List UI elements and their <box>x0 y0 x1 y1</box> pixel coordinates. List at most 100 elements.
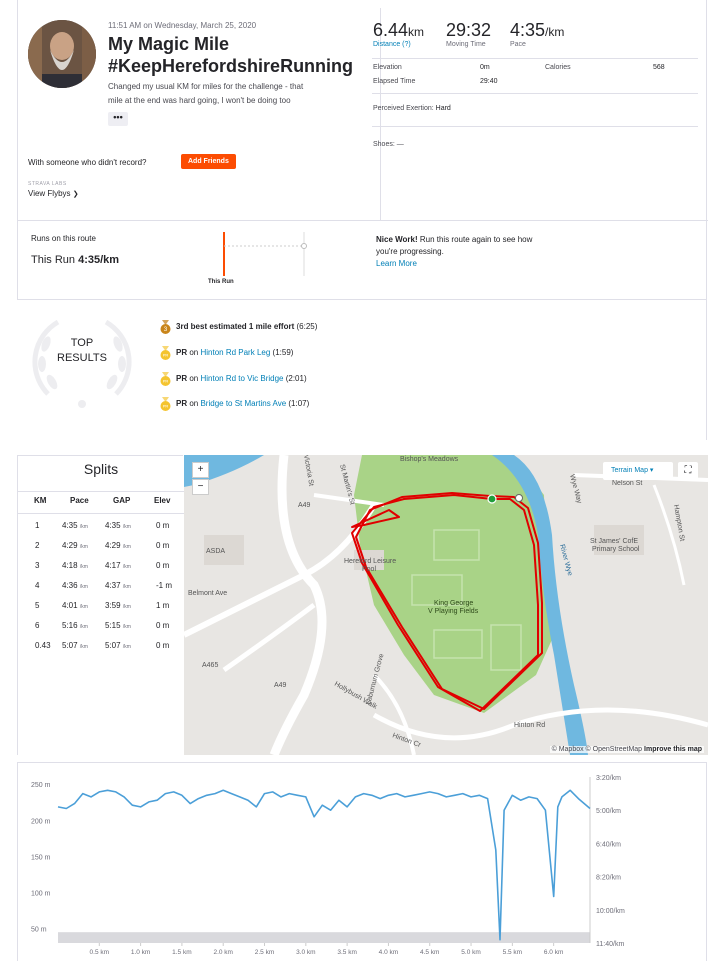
medal-text: PR <box>163 404 169 409</box>
top-results-heading: TOP RESULTS <box>55 336 109 366</box>
this-run-pace: 4:35/km <box>78 254 120 266</box>
caret-down-icon: ▾ <box>649 467 654 474</box>
elevation-area <box>58 932 590 943</box>
chart-label: This Run <box>208 279 234 285</box>
segment-link[interactable]: Hinton Rd to Vic Bridge <box>200 374 284 384</box>
pace-value: 4:01 <box>62 601 78 610</box>
split-row[interactable]: 5 4:01 /km 3:59 /km 1 m <box>18 596 184 616</box>
x-axis-tick-label: 5.5 km <box>503 949 523 956</box>
achievement-time: (6:25) <box>296 322 318 332</box>
pace-label: Pace <box>510 41 526 48</box>
pace-value: 5:07 <box>62 641 78 650</box>
nice-work-text: Run this route again to see how you're p… <box>376 235 533 256</box>
pr-medal-icon: PR <box>160 372 171 386</box>
shoes-value: — <box>396 141 404 148</box>
pr-prefix: PR <box>176 399 188 409</box>
finish-marker <box>515 494 523 502</box>
zoom-out-button[interactable]: − <box>192 479 209 495</box>
y2-axis-tick-label: 5:00/km <box>596 808 621 815</box>
splits-table: Splits KM Pace GAP Elev 1 4:35 /km 4:35 /k… <box>17 455 184 755</box>
heading-line: TOP <box>70 337 94 349</box>
y2-axis-tick-label: 10:00/km <box>596 908 625 915</box>
attribution-text[interactable]: © Mapbox © OpenStreetMap <box>551 746 643 753</box>
pace-unit: /km <box>122 564 131 570</box>
runs-on-route-label: Runs on this route <box>31 234 96 243</box>
chart-canvas[interactable]: 250 m 200 m 150 m 100 m 50 m 3:20/km 5:00/km 6:… <box>18 763 706 962</box>
splits-title: Splits <box>83 461 119 477</box>
column-header: GAP <box>113 496 131 505</box>
nice-work-bold: Nice Work! <box>376 235 418 244</box>
start-marker <box>487 494 497 504</box>
perceived-exertion: Perceived Exertion: Hard <box>373 105 451 112</box>
map-style-label: Terrain Map <box>611 467 648 474</box>
split-km: 2 <box>35 541 40 550</box>
route-comparison-chart[interactable]: This Run <box>208 232 328 290</box>
column-header: Elev <box>154 496 171 505</box>
activity-datetime: 11:51 AM on Wednesday, March 25, 2020 <box>108 21 257 30</box>
shoes-label: Shoes: <box>373 141 395 148</box>
segment-link[interactable]: Hinton Rd Park Leg <box>200 348 271 358</box>
map-canvas[interactable]: Bishop's Meadows Nelson St Hampton St St… <box>184 455 708 755</box>
pace-unit: /km <box>122 624 131 630</box>
pace-unit: /km <box>79 584 88 590</box>
zoom-in-button[interactable]: + <box>192 462 209 478</box>
pace-stat: 4:35/km Pace <box>510 20 564 48</box>
gap-value: 4:29 <box>105 541 121 550</box>
x-axis-tick-label: 4.5 km <box>420 949 440 956</box>
pace-unit: /km <box>122 644 131 650</box>
route-map[interactable]: Bishop's Meadows Nelson St Hampton St St… <box>184 455 708 755</box>
segment-link[interactable]: Bridge to St Martins Ave <box>200 399 287 409</box>
pace-value: 4:29 <box>62 541 78 550</box>
distance-label[interactable]: Distance (?) <box>373 41 411 48</box>
shoes: Shoes: — <box>373 141 404 148</box>
elevation-label: Elevation <box>373 64 402 71</box>
map-style-dropdown[interactable]: Terrain Map ▾ <box>603 462 673 480</box>
x-axis-tick-label: 3.0 km <box>296 949 316 956</box>
distance-value: 6.44 <box>373 20 409 40</box>
moving-time-stat: 29:32 Moving Time <box>446 20 491 48</box>
pace-value: 4:35 <box>510 20 546 40</box>
x-axis-tick-label: 1.0 km <box>131 949 151 956</box>
map-label: A49 <box>298 502 311 509</box>
gap-value: 5:15 <box>105 621 121 630</box>
split-row[interactable]: 6 5:16 /km 5:15 /km 0 m <box>18 616 184 636</box>
calories-label: Calories <box>545 64 571 71</box>
strava-labs-label: STRAVA LABS <box>28 181 67 187</box>
pace-unit: /km <box>122 584 131 590</box>
chevron-right-icon: ❯ <box>72 191 79 198</box>
medal-text: PR <box>163 353 169 358</box>
view-flybys-link[interactable]: View Flybys ❯ <box>28 189 79 198</box>
learn-more-link[interactable]: Learn More <box>376 259 417 268</box>
pace-unit: /km <box>79 524 88 530</box>
map-label: Belmont Ave <box>188 590 227 597</box>
gap-value: 4:35 <box>105 521 121 530</box>
x-axis-tick-label: 6.0 km <box>544 949 564 956</box>
map-label: ASDA <box>206 548 225 555</box>
pace-unit: /km <box>545 25 565 39</box>
split-km: 6 <box>35 621 40 630</box>
split-row[interactable]: 3 4:18 /km 4:17 /km 0 m <box>18 556 184 576</box>
split-row[interactable]: 2 4:29 /km 4:29 /km 0 m <box>18 536 184 556</box>
split-row[interactable]: 0.43 5:07 /km 5:07 /km 0 m <box>18 636 184 656</box>
split-pace: 4:18 /km <box>62 561 88 570</box>
add-friends-button[interactable]: Add Friends <box>181 154 236 169</box>
y-axis-tick-label: 150 m <box>31 854 51 861</box>
pace-unit: /km <box>122 524 131 530</box>
description-line: Changed my usual KM for miles for the ch… <box>108 82 304 91</box>
pace-value: 4:18 <box>62 561 78 570</box>
fullscreen-button[interactable]: ⛶ <box>678 462 698 480</box>
column-header: KM <box>34 496 47 505</box>
split-row[interactable]: 1 4:35 /km 4:35 /km 0 m <box>18 516 184 536</box>
split-gap: 4:29 /km <box>105 541 131 550</box>
description-line: mile at the end was hard going, I won't … <box>108 96 291 105</box>
elevation-pace-chart[interactable]: 250 m 200 m 150 m 100 m 50 m 3:20/km 5:00/km 6:… <box>17 762 707 961</box>
nice-work-message: Nice Work! Run this route again to see h… <box>376 234 556 270</box>
improve-map-link[interactable]: Improve this map <box>644 746 702 753</box>
y2-axis-tick-label: 3:20/km <box>596 775 621 782</box>
map-label: St James' CofE <box>590 538 638 545</box>
activity-title[interactable]: My Magic Mile #KeepHerefordshireRunning <box>108 33 373 77</box>
expand-description-button[interactable]: ••• <box>108 112 128 126</box>
split-row[interactable]: 4 4:36 /km 4:37 /km -1 m <box>18 576 184 596</box>
expand-icon: ⛶ <box>684 465 692 476</box>
avatar[interactable] <box>28 20 96 88</box>
